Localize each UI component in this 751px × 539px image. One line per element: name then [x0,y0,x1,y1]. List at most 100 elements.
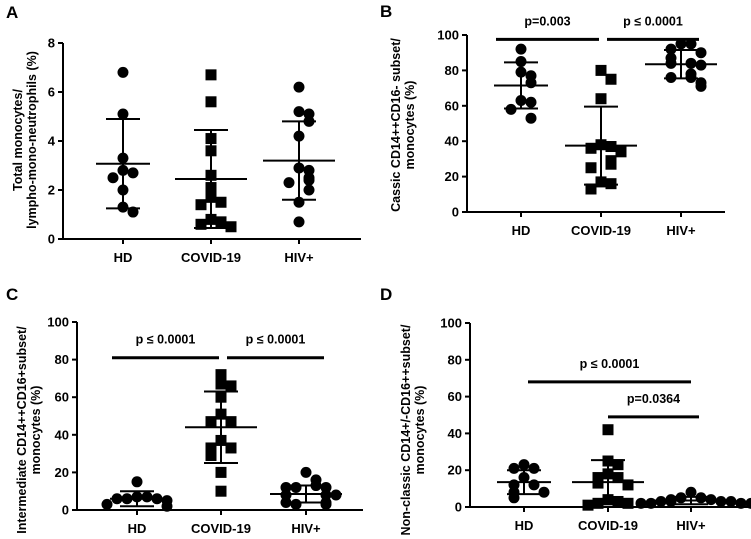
data-point-circle [528,462,540,474]
data-point-square [225,221,237,233]
y-tick-label: 80 [55,352,69,367]
x-tick-label: COVID-19 [181,250,241,265]
y-axis-label: Non-classic CD14+/-CD16++subset/ [399,324,413,535]
data-point-circle [303,174,315,186]
panel-c: C 0 20 40 60 80 100 Intermediate CD14++CD16+sub… [6,285,363,536]
data-point-circle [283,177,295,189]
data-point-circle [518,459,530,471]
y-tick-label: 0 [62,503,69,518]
y-tick-label: 6 [48,85,55,100]
y-axis-label: Total monocytes/ [11,89,25,191]
data-point-square [622,497,634,509]
data-point-square [585,142,597,154]
data-point-square [592,472,604,484]
y-tick-label: 8 [48,36,55,51]
data-point-circle [745,497,751,509]
data-point-circle [735,497,747,509]
y-axis-label: monocytes (%) [29,386,43,475]
y-tick-label: 100 [47,315,69,330]
p-value-label: p=0.003 [524,14,570,28]
data-point-square [595,93,607,105]
x-tick-label: COVID-19 [191,521,251,536]
data-point-circle [117,66,129,78]
y-tick-label: 100 [437,28,459,43]
y-tick-label: 40 [55,427,69,442]
data-point-circle [695,80,707,92]
data-point-circle [685,38,697,50]
y-tick-label: 40 [448,426,462,441]
data-point-square [602,424,614,436]
y-tick-label: 40 [445,134,459,149]
y-axis-label: Intermediate CD14++CD16+subset/ [15,326,29,534]
data-point-circle [725,495,737,507]
data-point-square [605,158,617,170]
data-point-circle [127,167,139,179]
data-point-square [612,495,624,507]
data-point-circle [101,498,113,510]
data-point-square [225,442,237,454]
data-point-circle [293,106,305,118]
x-tick-label: HIV+ [284,250,314,265]
y-tick-label: 0 [452,205,459,220]
data-point-circle [685,486,697,498]
data-point-circle [300,466,312,478]
panel-letter: A [6,3,18,22]
data-point-square [215,196,227,208]
data-point-circle [645,497,657,509]
p-value-label: p=0.0364 [627,392,680,406]
data-point-circle [280,481,292,493]
data-point-circle [107,172,119,184]
x-tick-label: HIV+ [291,521,321,536]
p-value-label: p ≤ 0.0001 [623,14,683,28]
data-point-circle [320,481,332,493]
y-tick-label: 0 [48,232,55,247]
y-tick-label: 4 [48,134,56,149]
data-point-circle [675,38,687,50]
data-point-square [585,183,597,195]
x-tick-label: HIV+ [676,518,706,533]
data-point-circle [131,476,143,488]
y-axis-label: monocytes (%) [403,81,417,170]
x-tick-label: COVID-19 [571,223,631,238]
data-point-square [205,69,217,81]
y-tick-label: 20 [445,169,459,184]
y-axis-label: lympho-mono-neutrophils (%) [25,51,39,229]
panel-letter: D [380,285,392,304]
data-point-circle [695,47,707,59]
y-axis-label: Cassic CD14++CD16- subset/ [389,38,403,212]
x-tick-label: COVID-19 [578,518,638,533]
data-point-square [612,459,624,471]
panel-letter: C [6,285,18,304]
data-point-circle [525,112,537,124]
data-point-circle [515,43,527,55]
y-tick-label: 100 [440,316,462,331]
p-value-label: p ≤ 0.0001 [246,333,306,347]
data-point-square [195,199,207,211]
data-point-square [605,73,617,85]
panel-d: D 0 20 40 60 80 100 Non-classic CD14+/-CD16++su… [380,285,751,535]
data-point-square [205,449,217,461]
data-point-circle [538,486,550,498]
data-point-circle [290,481,302,493]
data-point-square [585,162,597,174]
data-point-circle [508,462,520,474]
x-tick-label: HIV+ [666,223,696,238]
x-tick-label: HD [128,521,147,536]
x-tick-label: HD [114,250,133,265]
data-point-circle [141,491,153,503]
data-point-square [215,369,227,381]
data-point-square [225,416,237,428]
data-point-circle [635,497,647,509]
data-point-square [582,499,594,511]
data-point-square [225,380,237,392]
data-point-circle [320,498,332,510]
data-point-square [615,146,627,158]
data-point-circle [290,498,302,510]
y-tick-label: 60 [445,98,459,113]
panel-letter: B [380,2,392,21]
y-tick-label: 0 [455,500,462,515]
y-tick-label: 20 [448,463,462,478]
data-point-square [215,216,227,228]
data-point-circle [161,500,173,512]
